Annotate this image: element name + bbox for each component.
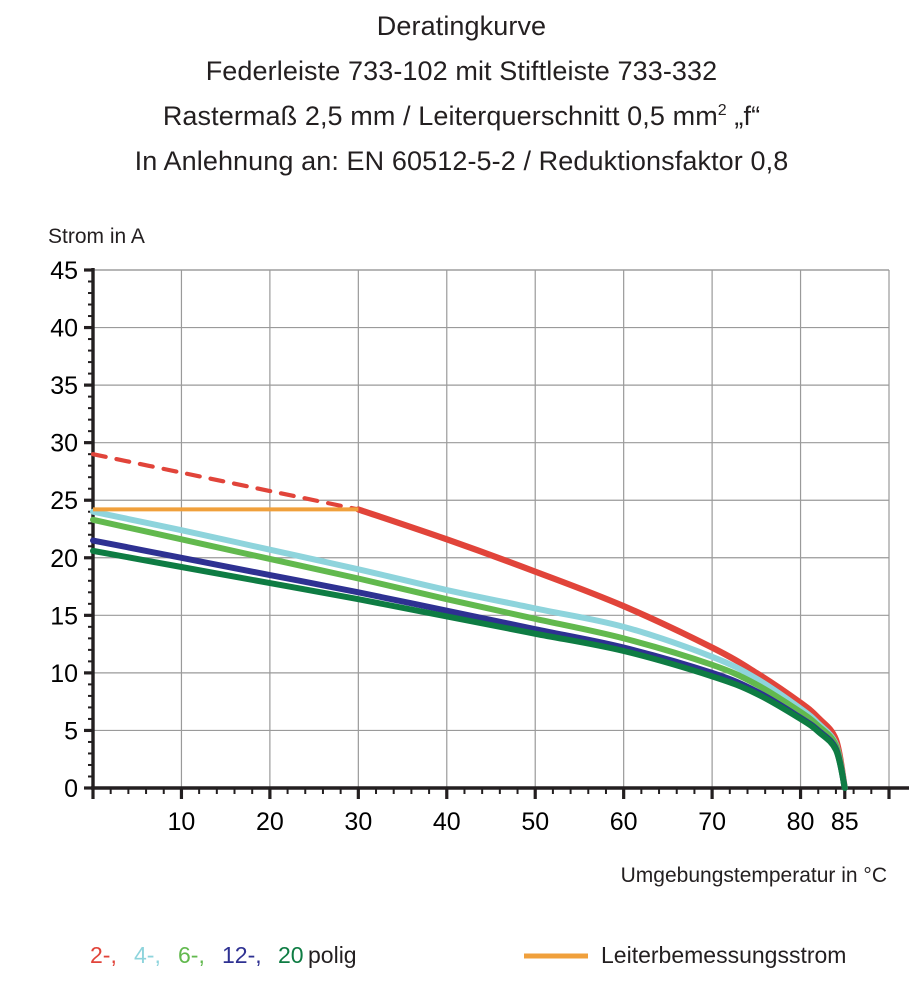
x-tick-label: 30 [344, 808, 372, 836]
x-tick-label: 85 [831, 808, 859, 836]
y-tick-label: 5 [64, 717, 78, 745]
legend-pole-label: 6-, [178, 942, 205, 968]
series-line-solid [355, 506, 848, 792]
x-tick-label: 50 [521, 808, 549, 836]
major-ticks [84, 268, 891, 799]
series-line [90, 547, 848, 791]
title-line-3: Rastermaß 2,5 mm / Leiterquerschnitt 0,5… [0, 94, 923, 139]
y-tick-label: 25 [50, 487, 78, 515]
series-line [90, 508, 848, 791]
legend-poles-suffix: polig [308, 942, 357, 968]
title-line-2: Federleiste 733-102 mit Stiftleiste 733-… [205, 56, 718, 86]
title-line-3-tail: „f“ [726, 101, 761, 131]
chart-title-block: Deratingkurve Federleiste 733-102 mit St… [0, 0, 923, 184]
legend-pole-label: 12-, [222, 942, 262, 968]
title-line-3-superscript: 2 [717, 102, 727, 119]
axis-lines [91, 268, 909, 790]
title-line-4: In Anlehnung an: EN 60512-5-2 / Reduktio… [134, 146, 789, 176]
chart-legend: 2-, 4-, 6-, 12-, 20 polig Leiterbemessungsstro… [90, 942, 846, 968]
x-tick-label: 40 [433, 808, 461, 836]
title-line-1: Deratingkurve [376, 11, 547, 41]
y-tick-label: 15 [50, 602, 78, 630]
legend-rated-label: Leiterbemessungsstrom [601, 942, 846, 968]
x-tick-label: 20 [256, 808, 284, 836]
legend-pole-label: 4-, [134, 942, 161, 968]
y-tick-label: 35 [50, 372, 78, 400]
series-line-dashed [90, 452, 361, 512]
x-tick-label: 10 [168, 808, 196, 836]
y-tick-label: 30 [50, 430, 78, 458]
legend-pole-label: 20 [278, 942, 304, 968]
title-line-3-main: Rastermaß 2,5 mm / Leiterquerschnitt 0,5… [162, 101, 718, 131]
x-tick-label: 80 [787, 808, 815, 836]
y-tick-label: 20 [50, 545, 78, 573]
gridlines [93, 269, 890, 788]
y-tick-label: 40 [50, 315, 78, 343]
y-tick-label: 0 [64, 775, 78, 803]
series-line [90, 516, 848, 791]
legend-pole-label: 2-, [90, 942, 117, 968]
tick-labels: 0 5 10 15 20 25 30 35 40 45 10 20 30 40 50 60 70 80 85 [50, 257, 858, 836]
y-tick-label: 45 [50, 257, 78, 285]
y-tick-label: 10 [50, 660, 78, 688]
x-tick-label: 60 [610, 808, 638, 836]
series-lines [90, 452, 848, 792]
x-axis-title: Umgebungstemperatur in °C [621, 864, 887, 887]
y-axis-title: Strom in A [48, 225, 145, 248]
x-tick-label: 70 [698, 808, 726, 836]
